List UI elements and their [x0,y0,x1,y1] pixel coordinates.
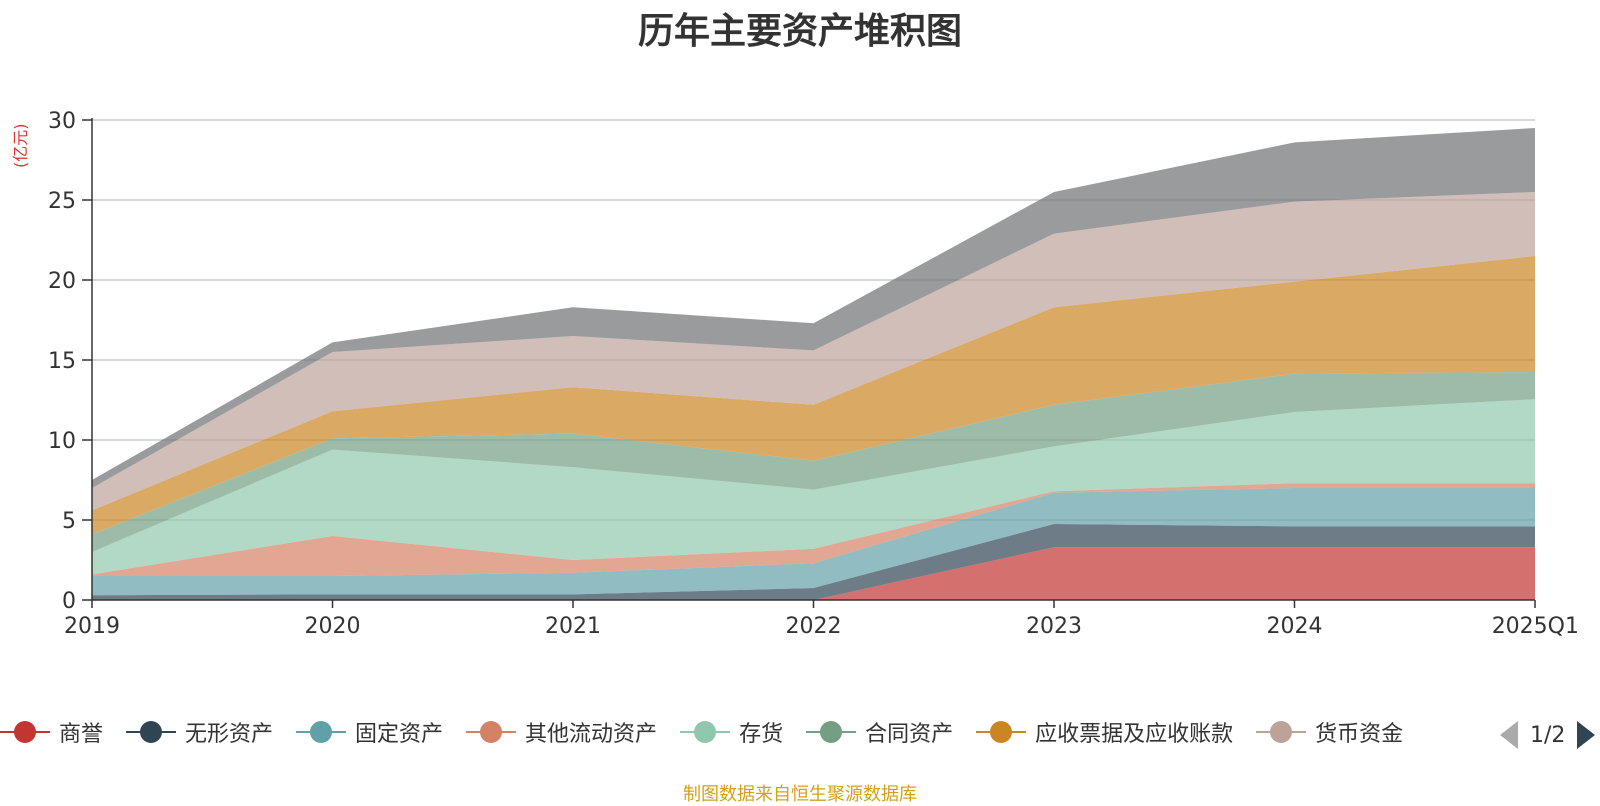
x-tick-label: 2022 [786,614,842,639]
area-series [92,488,1535,596]
legend-swatch [296,720,347,744]
legend-swatch [806,720,857,744]
legend-item[interactable]: 商誉 [0,716,103,748]
area-layer [92,128,1535,600]
area-series [92,192,1535,511]
x-tick-label: 2019 [64,614,120,639]
legend-item[interactable]: 存货 [680,716,783,748]
legend-label: 应收票据及应收账款 [1035,722,1234,747]
legend-item[interactable]: 合同资产 [806,716,953,748]
area-series [92,524,1535,600]
x-tick-label: 2025Q1 [1492,614,1579,639]
legend-label: 合同资产 [865,722,954,747]
source-note: 制图数据来自恒生聚源数据库 [683,784,917,805]
y-tick-label: 30 [48,109,76,134]
legend-swatch [126,720,177,744]
y-tick-label: 20 [48,269,76,294]
x-tick-label: 2024 [1267,614,1323,639]
legend-item[interactable]: 货币资金 [1256,716,1403,748]
legend-page-indicator: 1/2 [1530,722,1566,748]
axis-layer: 0 5 10 15 20 25 30 2019 2020 2021 2022 2023 2024 2025… [11,109,1579,639]
area-series [92,128,1535,488]
area-series [92,372,1535,552]
legend-swatch [976,720,1027,744]
legend-label: 商誉 [59,722,104,747]
legend-label: 其他流动资产 [525,722,658,747]
x-tick-label: 2020 [305,614,361,639]
x-tick-label: 2021 [545,614,601,639]
stacked-area-chart: 0 5 10 15 20 25 30 2019 2020 2021 2022 2023 2024 2025… [11,109,1579,639]
y-tick-label: 25 [48,189,76,214]
legend-item[interactable]: 其他流动资产 [466,716,657,748]
legend-label: 无形资产 [185,722,274,747]
legend-item[interactable]: 无形资产 [126,716,273,748]
y-tick-label: 0 [62,589,76,614]
legend-swatch [0,720,50,744]
legend-pager: 1/2 [1500,720,1596,750]
legend-label: 存货 [739,722,784,747]
y-tick-label: 10 [48,429,76,454]
legend-label: 货币资金 [1315,722,1404,747]
legend-item[interactable]: 固定资产 [296,716,443,748]
area-series [92,483,1535,576]
y-unit-label: (亿元) [11,124,30,169]
y-tick-label: 15 [48,349,76,374]
x-tick-label: 2023 [1026,614,1082,639]
legend: 商誉 无形资产 固定资产 其他流动资产 存货 合同资产 [0,714,1426,750]
area-series [92,547,1535,600]
y-tick-label: 5 [62,509,76,534]
legend-swatch [680,720,731,744]
legend-prev-page-icon[interactable] [1500,721,1518,749]
area-series [92,399,1535,575]
legend-next-page-icon[interactable] [1577,721,1596,749]
chart-title: 历年主要资产堆积图 [637,11,962,52]
area-series [92,256,1535,535]
legend-item[interactable]: 应收票据及应收账款 [976,716,1233,748]
legend-swatch [1256,720,1307,744]
legend-label: 固定资产 [355,722,444,747]
legend-swatch [466,720,517,744]
